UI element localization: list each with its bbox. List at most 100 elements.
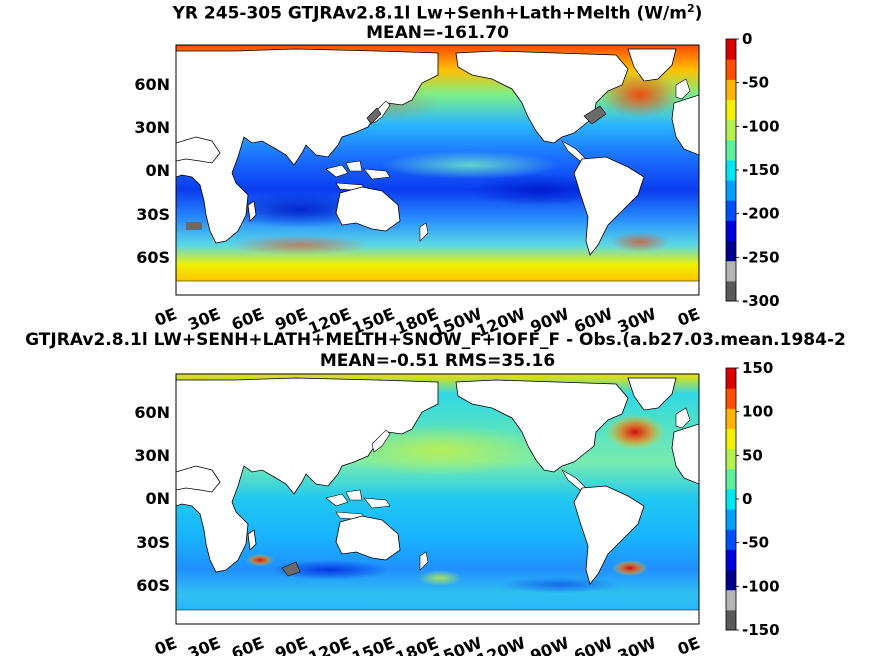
panel1-title: YR 245-305 GTJRAv2.8.1l Lw+Senh+Lath+Mel… [0,2,875,24]
panel2-subtitle: MEAN=-0.51 RMS=35.16 [319,351,556,371]
panel1-map [175,44,700,296]
panel1-southern-warm [230,235,370,255]
colorbar-swatch [726,280,736,302]
panel2-mask-patch [281,561,301,577]
colorbar-swatch [726,428,736,450]
colorbar-swatch [726,549,736,571]
panel1-frame [175,44,700,296]
panel1-south-pacific-low [470,174,610,206]
lon-label: 120W [474,304,529,341]
colorbar-tick-label: -100 [742,117,780,135]
colorbar-swatch [726,240,736,262]
lon-label: 150E [349,304,397,338]
lat-label: 30S [136,205,170,224]
colorbar-tick-label: -50 [742,534,769,552]
lat-label: 0N [145,489,170,508]
colorbar-tick-label: -100 [742,577,780,595]
panel1-subtitle: MEAN=-161.70 [366,23,509,43]
colorbar-tick-label: -50 [742,74,769,92]
lon-label: 30E [185,304,223,334]
lon-label: 60E [229,304,267,334]
panel2-falkland-anomaly [612,560,648,576]
colorbar-swatch [726,529,736,550]
colorbar-swatch [726,39,736,60]
lat-label: 60N [134,75,170,94]
colorbar-swatch [726,79,736,100]
panel1-title-close: ) [694,3,703,24]
colorbar-swatch [726,609,736,631]
panel2-map [175,373,700,625]
lon-label: 0E [152,304,180,330]
lon-label: 30E [185,633,223,656]
panel2-agulhas-anomaly [246,554,274,566]
colorbar-tick-label: -150 [742,621,780,639]
panel2-southern-green [418,570,462,586]
lat-label: 0N [145,161,170,180]
colorbar-swatch [726,119,736,141]
panel2-gulfstream-anomaly [605,414,665,450]
lon-label: 0E [675,633,703,656]
colorbar-swatch [726,388,736,409]
lat-label: 60S [136,248,170,267]
panel1-lat-axis: 60N 30N 0N 30S 60S [134,75,170,267]
panel1-title-text: YR 245-305 GTJRAv2.8.1l Lw+Senh+Lath+Mel… [172,3,687,24]
panel1-hudson-mask [583,105,607,125]
colorbar-tick-label: 0 [742,490,752,508]
lon-label: 90E [272,304,310,334]
colorbar-swatch [726,408,736,429]
lon-label: 30W [615,304,659,337]
colorbar-swatch [726,200,736,221]
colorbar-tick-label: 150 [742,359,773,377]
lon-label: 150E [349,633,397,656]
lon-label: 0E [152,633,180,656]
lat-label: 60S [136,576,170,595]
colorbar-swatch [726,468,736,490]
colorbar-tick-label: 50 [742,446,763,464]
colorbar-swatch [726,569,736,591]
panel2-frame [175,373,700,625]
colorbar-swatch [726,180,736,201]
colorbar-tick-label: 100 [742,403,773,421]
panel2-title: GTJRAv2.8.1l LW+SENH+LATH+MELTH+SNOW_F+I… [25,330,846,350]
lon-label: 0E [675,304,703,330]
lon-label: 90W [528,633,572,656]
colorbar-tick-label: -200 [742,205,780,223]
panel1-colorbar: 0 -50 -100 -150 -200 -250 -300 [725,30,780,310]
colorbar-swatch [726,448,736,470]
lat-label: 60N [134,403,170,422]
colorbar-swatch [726,260,736,282]
panel2-lat-axis: 60N 30N 0N 30S 60S [134,403,170,595]
lon-label: 120E [306,633,354,656]
lat-label: 30N [134,118,170,137]
colorbar-swatch [726,59,736,80]
colorbar-swatch [726,368,736,389]
panel2-colorbar: 150 100 50 0 -50 -100 -150 [725,359,780,639]
panel1-falkland-warm [610,232,670,252]
panel2-southern-blue [270,560,390,580]
panel1-title-sup: 2 [686,2,695,15]
lat-label: 30N [134,446,170,465]
lon-label: 90W [528,304,572,337]
lon-label: 60W [571,633,615,656]
lon-label: 120E [306,304,354,338]
colorbar-swatch [726,220,736,242]
panel1-sea-of-japan [366,107,382,125]
colorbar-tick-label: -300 [742,292,780,310]
colorbar-tick-label: -250 [742,248,780,266]
colorbar-swatch [726,589,736,611]
lon-label: 60E [229,633,267,656]
colorbar-swatch [726,139,736,161]
lon-label: 60W [571,304,615,337]
colorbar-tick-label: 0 [742,30,752,48]
lon-label: 30W [615,633,659,656]
panel1-mask-patch [186,222,202,230]
colorbar-swatch [726,159,736,181]
colorbar-swatch [726,509,736,530]
lon-label: 90E [272,633,310,656]
colorbar-tick-label: -150 [742,161,780,179]
panel1-equatorial-pacific [380,151,560,179]
lat-label: 30S [136,533,170,552]
